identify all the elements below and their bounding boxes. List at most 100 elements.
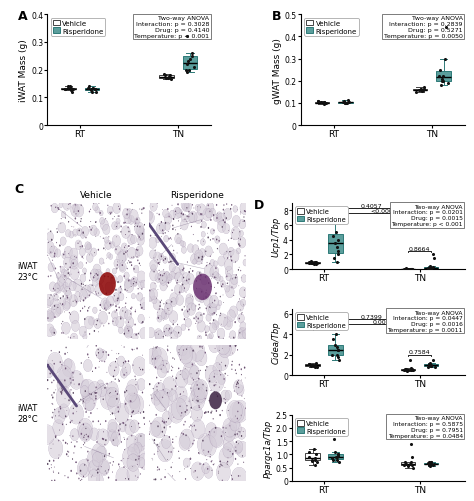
Circle shape	[217, 212, 222, 219]
Circle shape	[169, 328, 173, 334]
Circle shape	[128, 280, 129, 282]
Circle shape	[190, 389, 204, 410]
Circle shape	[88, 285, 94, 293]
Circle shape	[131, 307, 132, 309]
Circle shape	[222, 465, 223, 466]
Circle shape	[159, 270, 160, 272]
Circle shape	[155, 329, 162, 339]
Circle shape	[80, 290, 87, 300]
Circle shape	[85, 286, 86, 287]
Circle shape	[54, 310, 55, 311]
Circle shape	[118, 357, 125, 366]
Point	[312, 260, 320, 268]
Circle shape	[104, 237, 109, 243]
Circle shape	[114, 370, 115, 371]
Circle shape	[172, 225, 173, 227]
Circle shape	[160, 223, 165, 232]
Circle shape	[70, 268, 79, 280]
Circle shape	[64, 359, 72, 369]
Circle shape	[218, 471, 219, 472]
Circle shape	[207, 468, 209, 470]
Circle shape	[83, 424, 84, 425]
Circle shape	[219, 387, 220, 388]
Point	[90, 85, 97, 93]
Circle shape	[148, 431, 149, 433]
Circle shape	[95, 398, 97, 400]
Circle shape	[241, 314, 242, 315]
Circle shape	[70, 371, 83, 389]
Circle shape	[190, 458, 191, 460]
Point	[404, 265, 412, 273]
Circle shape	[57, 307, 58, 309]
Point	[310, 362, 318, 370]
Circle shape	[116, 468, 129, 485]
Circle shape	[142, 321, 144, 324]
Circle shape	[89, 317, 94, 325]
Circle shape	[61, 364, 62, 366]
Circle shape	[88, 308, 89, 309]
Point	[432, 363, 439, 371]
Circle shape	[218, 257, 225, 266]
Circle shape	[118, 328, 123, 334]
Circle shape	[103, 238, 104, 239]
Circle shape	[55, 436, 56, 438]
Circle shape	[155, 478, 156, 480]
Circle shape	[80, 246, 81, 248]
Circle shape	[227, 258, 228, 260]
Circle shape	[218, 472, 219, 473]
Circle shape	[221, 464, 222, 466]
Circle shape	[179, 457, 180, 459]
Circle shape	[156, 386, 157, 388]
Circle shape	[83, 334, 87, 340]
Circle shape	[188, 213, 194, 223]
Circle shape	[105, 303, 109, 309]
Circle shape	[202, 463, 210, 473]
Circle shape	[207, 335, 212, 341]
Circle shape	[58, 209, 59, 211]
Circle shape	[234, 434, 236, 436]
Circle shape	[110, 213, 111, 215]
Point	[332, 453, 340, 461]
Circle shape	[166, 328, 167, 329]
Circle shape	[75, 241, 82, 250]
Circle shape	[139, 209, 140, 210]
Circle shape	[191, 406, 202, 421]
Circle shape	[238, 380, 239, 381]
Circle shape	[127, 209, 128, 211]
Circle shape	[232, 216, 240, 227]
Circle shape	[67, 269, 69, 271]
Circle shape	[233, 337, 235, 339]
Circle shape	[163, 210, 169, 218]
Circle shape	[201, 214, 202, 216]
Circle shape	[73, 408, 74, 409]
Circle shape	[200, 370, 201, 371]
Circle shape	[186, 207, 187, 209]
Circle shape	[229, 425, 230, 426]
Circle shape	[131, 349, 132, 350]
Circle shape	[163, 378, 176, 396]
Circle shape	[192, 213, 193, 215]
Point	[407, 364, 414, 372]
Circle shape	[119, 433, 120, 435]
Circle shape	[223, 209, 224, 211]
Circle shape	[112, 269, 117, 275]
Circle shape	[220, 464, 221, 465]
Circle shape	[96, 274, 97, 275]
Circle shape	[138, 294, 139, 295]
Point	[311, 260, 319, 268]
Point	[185, 58, 192, 66]
Circle shape	[102, 438, 103, 440]
Circle shape	[56, 274, 60, 279]
Circle shape	[124, 247, 125, 248]
PathPatch shape	[424, 364, 438, 367]
Circle shape	[105, 470, 106, 471]
Circle shape	[219, 315, 220, 317]
Circle shape	[184, 319, 185, 321]
Circle shape	[95, 236, 96, 237]
Circle shape	[215, 348, 216, 349]
Text: 0.7399: 0.7399	[361, 314, 383, 319]
Circle shape	[180, 430, 194, 448]
Circle shape	[126, 361, 127, 362]
Circle shape	[98, 332, 99, 333]
Circle shape	[197, 417, 198, 418]
